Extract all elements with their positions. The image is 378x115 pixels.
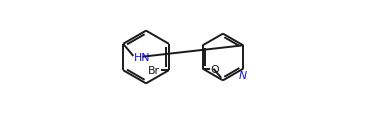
Text: N: N — [239, 71, 246, 80]
Text: Br: Br — [148, 66, 160, 76]
Text: O: O — [211, 64, 219, 74]
Text: HN: HN — [134, 52, 150, 62]
